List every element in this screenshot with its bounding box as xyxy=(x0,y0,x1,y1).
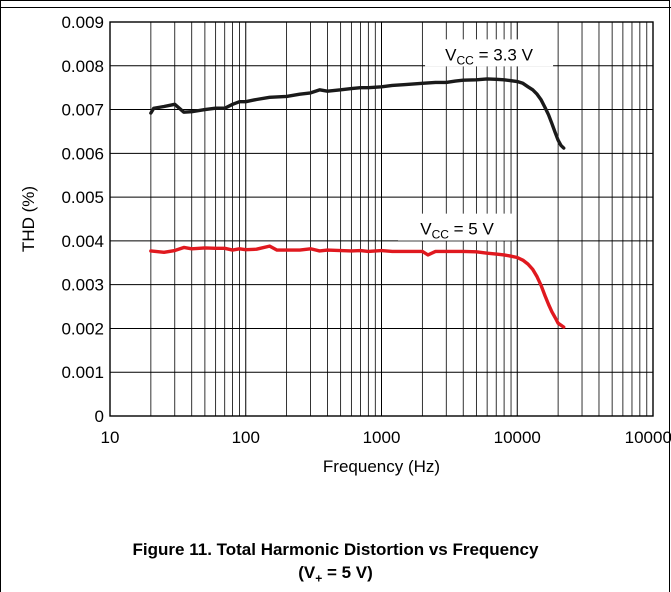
y-tick-label: 0.002 xyxy=(61,319,104,338)
series-label-bg xyxy=(398,213,517,241)
caption-open: (V xyxy=(298,563,316,582)
series-label-bg xyxy=(425,39,554,67)
series-label-main: V xyxy=(445,45,457,64)
x-tick-label: 10000 xyxy=(494,428,541,447)
x-tick-label: 100 xyxy=(232,428,260,447)
y-tick-label: 0.006 xyxy=(61,144,104,163)
y-tick-label: 0.004 xyxy=(61,232,104,251)
y-tick-label: 0.001 xyxy=(61,363,104,382)
series-label-2: VCC = 5 V xyxy=(420,220,494,242)
series-label-rest: = 3.3 V xyxy=(474,45,534,64)
figure-caption-title: Figure 11. Total Harmonic Distortion vs … xyxy=(132,540,539,559)
figure-caption-condition: (V+ = 5 V) xyxy=(0,563,671,585)
plot-border xyxy=(109,21,654,417)
y-tick-label: 0.003 xyxy=(61,276,104,295)
x-axis-title: Frequency (Hz) xyxy=(323,457,440,476)
x-tick-label: 100000 xyxy=(625,428,671,447)
series-line-2 xyxy=(149,244,566,329)
y-tick-label: 0.009 xyxy=(61,13,104,32)
series-label-subscript: CC xyxy=(457,53,475,67)
x-tick-label: 1000 xyxy=(363,428,401,447)
y-tick-label: 0 xyxy=(95,407,104,426)
series-label-main: V xyxy=(420,220,432,239)
y-tick-label: 0.007 xyxy=(61,101,104,120)
x-tick-label: 10 xyxy=(101,428,120,447)
caption-subscript: + xyxy=(315,571,323,586)
y-axis-title: THD (%) xyxy=(19,186,38,252)
y-tick-label: 0.005 xyxy=(61,188,104,207)
series-label-subscript: CC xyxy=(432,228,450,242)
top-rule xyxy=(0,7,671,8)
series-line-1 xyxy=(149,77,566,150)
series-label-rest: = 5 V xyxy=(449,220,495,239)
y-tick-label: 0.008 xyxy=(61,57,104,76)
series-label-1: VCC = 3.3 V xyxy=(445,45,533,67)
caption-close: = 5 V) xyxy=(322,563,373,582)
